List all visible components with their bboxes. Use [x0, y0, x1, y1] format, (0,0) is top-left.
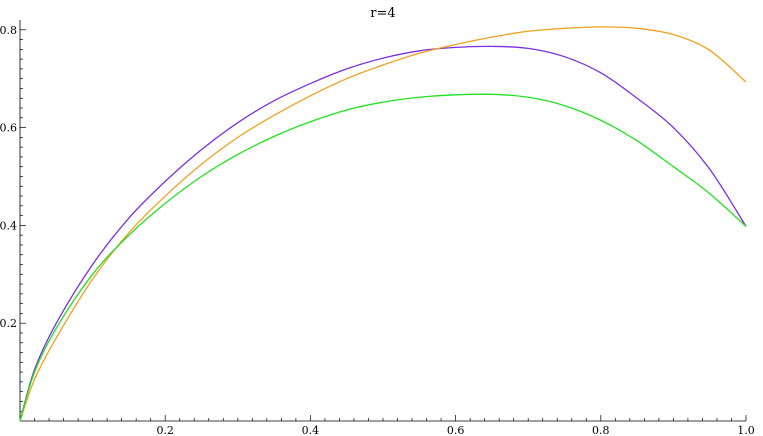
y-axis-ticks: 0.2 0.4 0.6 0.8: [0, 24, 26, 412]
y-tick-label: 0.8: [0, 24, 17, 37]
x-tick-label: 0.2: [156, 424, 174, 436]
x-tick-label: 1.0: [737, 424, 755, 436]
y-tick-label: 0.6: [0, 122, 17, 135]
x-tick-label: 0.8: [592, 424, 610, 436]
series-line-2: [19, 26, 747, 422]
y-tick-label: 0.4: [0, 219, 17, 232]
chart-title: r=4: [370, 6, 395, 21]
x-tick-label: 0.4: [302, 424, 320, 436]
x-tick-label: 0.6: [447, 424, 465, 436]
series-line-1: [19, 45, 747, 422]
series-layer: [19, 26, 747, 422]
y-tick-label: 0.2: [0, 317, 17, 330]
series-line-3: [19, 93, 747, 422]
x-axis-ticks: 0.2 0.4 0.6 0.8 1.0: [34, 415, 755, 436]
